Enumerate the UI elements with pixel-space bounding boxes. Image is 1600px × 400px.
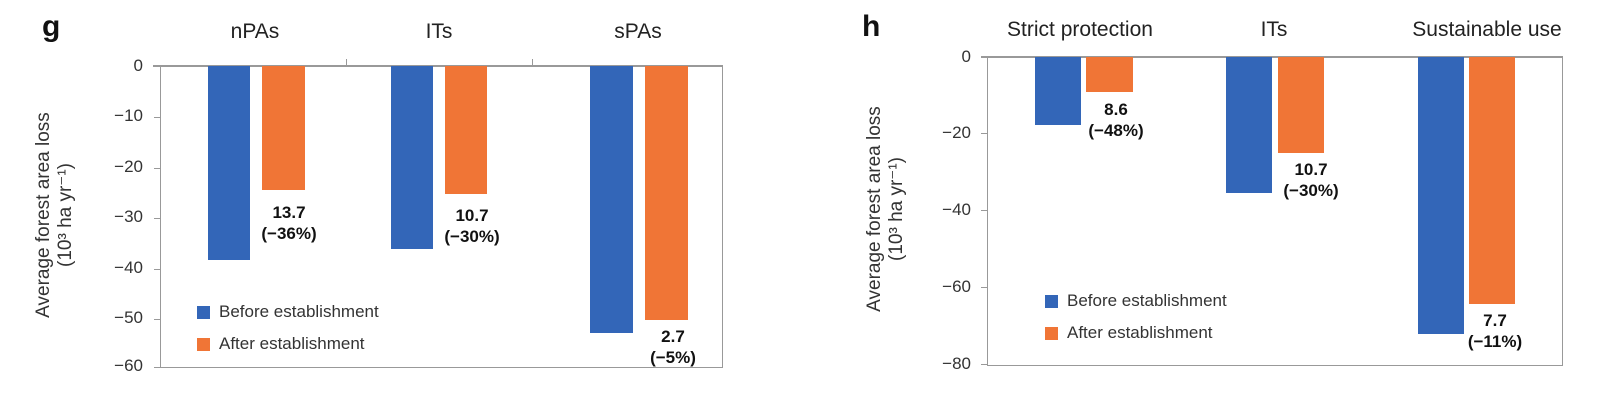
- category-label: nPAs: [230, 20, 280, 43]
- swatch-before: [1045, 294, 1058, 308]
- bar-before-strict: [1035, 57, 1081, 125]
- y-tick: −20: [114, 157, 143, 176]
- y-tick: −60: [114, 356, 143, 375]
- y-tick: −60: [942, 277, 971, 296]
- tick-mark: [981, 210, 987, 211]
- tick-mark: [154, 319, 160, 320]
- category-separator: [346, 59, 347, 65]
- zero-line-h: [981, 56, 1563, 58]
- bar-before-its-h: [1226, 57, 1272, 193]
- y-tick: 0: [961, 47, 971, 66]
- bar-before-sustainable: [1418, 57, 1464, 334]
- panel-g: g Average forest area loss (10³ ha yr⁻¹)…: [0, 0, 740, 400]
- swatch-after: [197, 337, 210, 351]
- tick-mark: [981, 287, 987, 288]
- value-annotation: 13.7 (−36%): [261, 203, 317, 243]
- bar-after-sustainable: [1469, 57, 1515, 304]
- y-tick: −40: [114, 258, 143, 277]
- bar-after-spas: [645, 66, 688, 320]
- y-tick: −10: [114, 106, 143, 125]
- panel-label-h: h: [862, 10, 881, 43]
- bar-after-npas: [262, 66, 305, 190]
- zero-line-g: [153, 65, 723, 67]
- legend-h: Before establishment After establishment: [1045, 285, 1227, 349]
- category-label: ITs: [1260, 18, 1288, 41]
- value-annotation: 10.7 (−30%): [444, 206, 500, 246]
- tick-mark: [981, 364, 987, 365]
- bar-before-its: [391, 66, 433, 249]
- y-tick: −20: [942, 123, 971, 142]
- tick-mark: [154, 168, 160, 169]
- tick-mark: [154, 269, 160, 270]
- value-annotation: 2.7 (−5%): [650, 327, 696, 367]
- legend-item-before: Before establishment: [1045, 285, 1227, 317]
- bar-before-npas: [208, 66, 250, 260]
- tick-mark: [981, 133, 987, 134]
- y-axis-title-h: Average forest area loss (10³ ha yr⁻¹): [864, 106, 907, 312]
- bar-after-strict: [1086, 57, 1133, 92]
- value-annotation: 10.7 (−30%): [1283, 160, 1339, 200]
- category-label: Strict protection: [1007, 18, 1153, 41]
- y-tick: −80: [942, 354, 971, 373]
- category-label: ITs: [425, 20, 453, 43]
- legend-item-after: After establishment: [1045, 317, 1227, 349]
- bar-before-spas: [590, 66, 633, 333]
- swatch-after: [1045, 326, 1058, 340]
- bar-after-its: [445, 66, 487, 194]
- legend-item-before: Before establishment: [197, 296, 379, 328]
- plot-area-h: [987, 56, 1563, 366]
- y-tick: −40: [942, 200, 971, 219]
- tick-mark: [154, 218, 160, 219]
- bar-after-its-h: [1278, 57, 1324, 153]
- y-tick: −50: [114, 308, 143, 327]
- value-annotation: 8.6 (−48%): [1088, 100, 1144, 140]
- y-tick: 0: [133, 56, 143, 75]
- tick-mark: [154, 117, 160, 118]
- tick-mark: [154, 367, 160, 368]
- legend-g: Before establishment After establishment: [197, 296, 379, 360]
- value-annotation: 7.7 (−11%): [1467, 311, 1523, 351]
- category-label: sPAs: [614, 20, 662, 43]
- panel-label-g: g: [42, 10, 61, 43]
- category-separator: [532, 59, 533, 65]
- legend-item-after: After establishment: [197, 328, 379, 360]
- category-label: Sustainable use: [1412, 18, 1562, 41]
- swatch-before: [197, 305, 210, 319]
- y-tick: −30: [114, 207, 143, 226]
